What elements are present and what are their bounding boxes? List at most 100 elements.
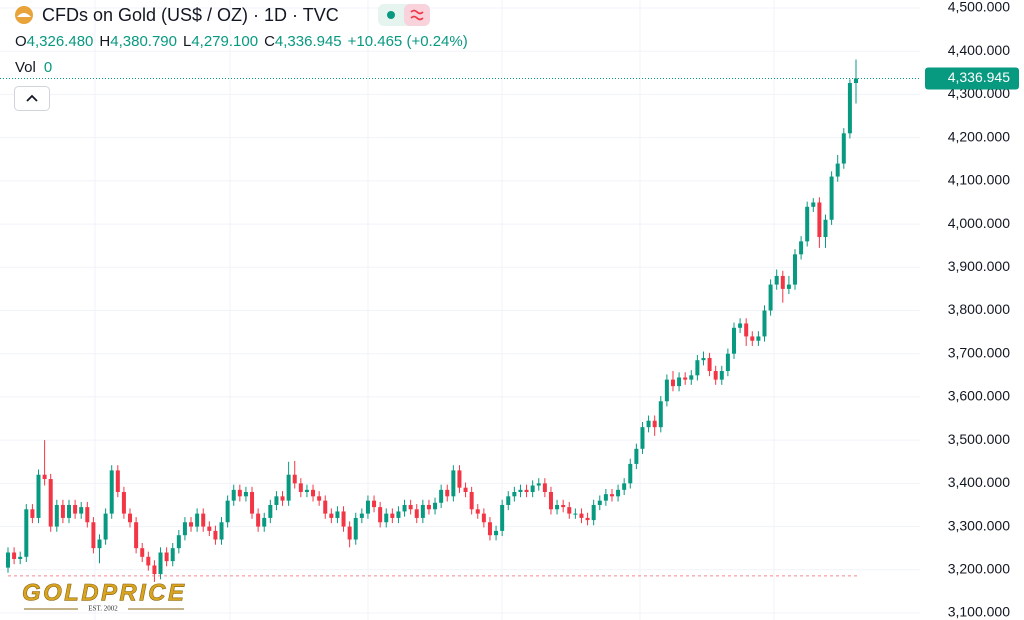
candle-body — [512, 492, 517, 497]
candle-body — [225, 500, 230, 523]
candle-body — [390, 513, 395, 518]
candle-body — [384, 513, 389, 523]
candle-body — [847, 82, 852, 134]
y-tick-label: 3,400.000 — [948, 474, 1010, 490]
candle-body — [60, 504, 65, 518]
ohlc-legend: O4,326.480 H4,380.790 L4,279.100 C4,336.945… — [15, 33, 468, 50]
candle-body — [670, 379, 675, 387]
candle-body — [103, 513, 108, 540]
candle-body — [97, 539, 102, 549]
candle-body — [378, 507, 383, 523]
candle-body — [475, 509, 480, 514]
candle-body — [359, 513, 364, 518]
logo-est: EST. 2002 — [88, 605, 118, 613]
volume-value: 0 — [44, 59, 52, 76]
candle-body — [805, 206, 810, 242]
candle-body — [628, 463, 633, 484]
candle-body — [744, 323, 749, 337]
candle-body — [42, 474, 47, 480]
candle-body — [18, 556, 23, 559]
candle-body — [439, 489, 444, 503]
candle-body — [396, 511, 401, 518]
chart-title: CFDs on Gold (US$ / OZ) · 1D · TVC — [42, 5, 339, 25]
header: CFDs on Gold (US$ / OZ) · 1D · TVC O4,32… — [14, 4, 468, 111]
candle-body — [140, 548, 145, 557]
candle-body — [622, 483, 627, 490]
candle-body — [195, 513, 200, 527]
candle-body — [616, 489, 621, 497]
candle-body — [219, 522, 224, 540]
candle-body — [786, 284, 791, 289]
candle-body — [408, 504, 413, 510]
candle-body — [207, 526, 212, 531]
candle-body — [567, 507, 572, 514]
candle-body — [463, 487, 468, 492]
candle-body — [713, 371, 718, 380]
candle-body — [609, 494, 614, 497]
candle-body — [780, 275, 785, 289]
y-tick-label: 4,100.000 — [948, 172, 1010, 188]
candle-body — [54, 504, 59, 527]
candle-body — [481, 513, 486, 523]
y-tick-label: 3,600.000 — [948, 388, 1010, 404]
candle-body — [341, 511, 346, 527]
wave-icon — [410, 9, 424, 21]
candle-body — [30, 509, 35, 518]
volume-key: Vol — [15, 59, 36, 76]
candle-body — [372, 500, 377, 508]
y-tick-label: 3,700.000 — [948, 344, 1010, 360]
ohlc-value: 4,326.480 — [27, 33, 94, 50]
candle-body — [109, 470, 114, 514]
candle-body — [603, 494, 608, 501]
candle-body — [548, 492, 553, 510]
collapse-button[interactable] — [14, 86, 50, 111]
candle-body — [85, 507, 90, 523]
candle-body — [725, 353, 730, 371]
candle-body — [664, 379, 669, 402]
candle-body — [536, 483, 541, 486]
candle-body — [311, 489, 316, 497]
candle-body — [738, 323, 743, 328]
ohlc-key: C — [264, 33, 275, 50]
candle-body — [158, 552, 163, 575]
ohlc-value: 4,380.790 — [110, 33, 177, 50]
candle-body — [597, 500, 602, 505]
candle-body — [750, 336, 755, 341]
candle-body — [292, 474, 297, 484]
y-tick-label: 4,200.000 — [948, 128, 1010, 144]
candle-body — [518, 489, 523, 492]
candle-body — [469, 492, 474, 510]
candle-body — [12, 552, 17, 559]
candle-body — [329, 513, 334, 518]
candle-body — [286, 474, 291, 501]
candle-body — [48, 479, 53, 527]
candle-body — [573, 513, 578, 515]
candle-body — [634, 448, 639, 464]
ohlc-value: 4,336.945 — [275, 33, 342, 50]
candle-body — [152, 565, 157, 575]
candle-body — [402, 504, 407, 512]
status-pill-alert — [404, 4, 430, 26]
y-tick-label: 3,800.000 — [948, 301, 1010, 317]
candle-body — [182, 522, 187, 536]
candle-body — [506, 496, 511, 505]
candle-body — [79, 507, 84, 514]
ohlc-value: 4,279.100 — [191, 33, 258, 50]
y-tick-label: 4,400.000 — [948, 42, 1010, 58]
candle-body — [420, 504, 425, 518]
candle-body — [250, 492, 255, 514]
candle-body — [683, 377, 688, 380]
logo: GOLDPRICE EST. 2002 — [22, 579, 186, 613]
candle-body — [561, 504, 566, 508]
candle-body — [433, 502, 438, 510]
candles — [6, 59, 858, 582]
candle-body — [170, 548, 175, 562]
y-tick-label: 3,300.000 — [948, 517, 1010, 533]
logo-name: GOLDPRICE — [22, 579, 185, 606]
candle-body — [189, 522, 194, 527]
price-tag — [925, 67, 1019, 90]
y-tick-label: 3,500.000 — [948, 431, 1010, 447]
symbol-icon-glyph — [17, 13, 31, 17]
